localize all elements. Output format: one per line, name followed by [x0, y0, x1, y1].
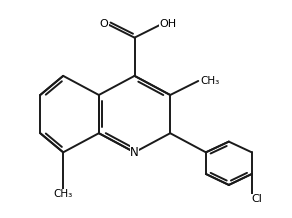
Text: N: N [130, 146, 139, 159]
Text: CH₃: CH₃ [53, 189, 73, 199]
Text: O: O [100, 19, 108, 29]
Text: OH: OH [159, 19, 176, 29]
Text: CH₃: CH₃ [200, 76, 219, 86]
Text: Cl: Cl [251, 194, 262, 204]
